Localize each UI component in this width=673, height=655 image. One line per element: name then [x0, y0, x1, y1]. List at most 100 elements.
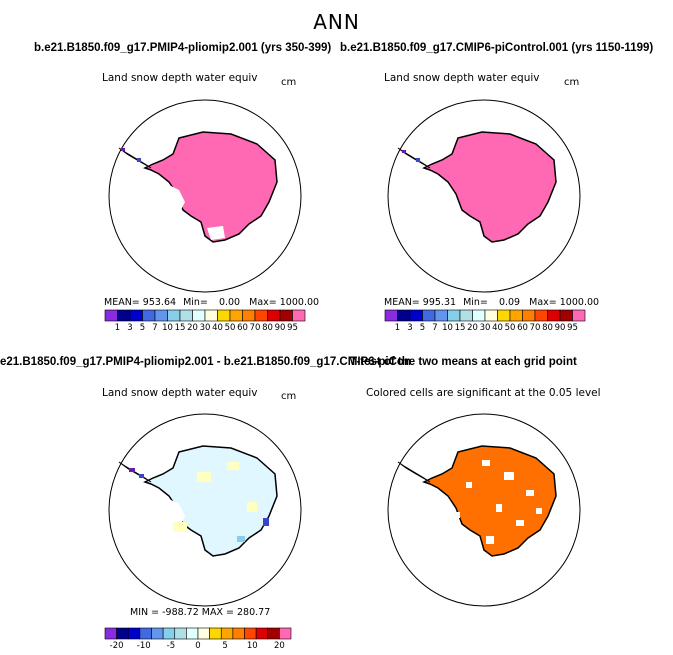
nonsig-cell [450, 512, 460, 518]
colorbar-swatch [384, 309, 398, 322]
max-label: Max= [249, 297, 277, 308]
colorbar-tick-label: 90 [554, 323, 566, 333]
colorbar-swatch [186, 627, 199, 640]
max-value: 1000.00 [559, 297, 600, 308]
coast-cell [121, 148, 125, 151]
colorbar-swatch [197, 627, 210, 640]
colorbar-swatch [232, 627, 245, 640]
colorbar-tick-label: 50 [504, 323, 516, 333]
colorbar-swatch [127, 627, 141, 640]
colorbar-tick-label: 3 [407, 323, 413, 333]
antarctica-land [422, 445, 557, 557]
antarctica-land [143, 445, 278, 557]
map-top-right [387, 99, 581, 293]
white-patch [207, 226, 225, 240]
mean-label: MEAN= [384, 297, 420, 308]
colorbar-tick-label: 40 [212, 323, 223, 333]
colorbar-top-left [104, 309, 306, 322]
nonsig-cell [516, 520, 524, 526]
colorbar-top-right [384, 309, 586, 322]
peninsula [397, 461, 431, 483]
colorbar-swatch [220, 627, 234, 640]
colorbar-tick-label: 5 [139, 323, 146, 333]
colorbar-swatch [174, 627, 187, 640]
colorbar-tick-label: 70 [529, 323, 541, 333]
colorbar-tick-label: 15 [174, 323, 186, 333]
nonsig-cell [536, 508, 542, 514]
colorbar-swatch [447, 309, 461, 322]
colorbar-swatch [242, 309, 256, 322]
colorbar-swatch [179, 309, 193, 322]
colorbar-tick-label: -20 [109, 641, 124, 651]
stats-top-left: MEAN= 953.64 Min= 0.00 Max= 1000.00 [104, 297, 319, 308]
colorbar-swatch [244, 627, 257, 640]
case-title-top-right: b.e21.B1850.f09_g17.CMIP6-piControl.001 … [340, 42, 654, 54]
colorbar-swatch [204, 309, 218, 322]
variable-label-bottom-left: Land snow depth water equiv [102, 387, 258, 399]
colorbar-swatch [151, 627, 164, 640]
nonsig-cell [526, 490, 534, 496]
colorbar-tick-label: 90 [274, 323, 286, 333]
colorbar-swatch [497, 309, 511, 322]
nonsig-cell [486, 536, 494, 544]
colorbar-tick-label: 30 [479, 323, 491, 333]
colorbar-swatch [117, 309, 131, 322]
colorbar-swatch [472, 309, 486, 322]
colorbar-tick-label: 60 [517, 323, 528, 333]
coast-cell [416, 158, 420, 162]
diff-cell [263, 518, 269, 526]
colorbar-tick-label: 20 [273, 641, 285, 651]
ross-sea-white [161, 498, 185, 524]
colorbar-tick-label: -5 [166, 641, 176, 651]
max-value: 1000.00 [279, 297, 320, 308]
colorbar-swatch [292, 309, 306, 322]
colorbar-tick-label: 60 [237, 323, 248, 333]
min-value: 0.09 [498, 297, 521, 308]
colorbar-swatch [279, 627, 292, 640]
colorbar-swatch [154, 309, 168, 322]
diff-cell [197, 472, 211, 482]
colorbar-swatch [572, 309, 586, 322]
min-label: Min= [463, 297, 488, 308]
unit-label-top-left: cm [281, 77, 297, 88]
diff-cell [237, 536, 245, 542]
colorbar-swatch [162, 627, 176, 640]
map-top-left [108, 99, 302, 293]
colorbar-labels-top-left: 1 3 5 7 10 15 20 30 40 50 60 70 80 90 95 [105, 323, 305, 335]
map-bottom-right [387, 413, 581, 607]
colorbar-tick-label: 20 [467, 323, 478, 333]
colorbar-tick-label: 10 [442, 323, 453, 333]
colorbar-swatch [104, 309, 118, 322]
colorbar-swatch [279, 309, 293, 322]
colorbar-swatch [129, 309, 143, 322]
min-value: 0.00 [218, 297, 241, 308]
colorbar-swatch [142, 309, 156, 322]
colorbar-swatch [192, 309, 206, 322]
colorbar-swatch [167, 309, 181, 322]
colorbar-labels-top-right: 1 3 5 7 10 15 20 30 40 50 60 70 80 90 95 [385, 323, 585, 335]
colorbar-swatch [217, 309, 231, 322]
colorbar-tick-label: 7 [432, 323, 438, 333]
mean-value: 995.31 [422, 297, 457, 308]
mean-label: MEAN= [104, 297, 140, 308]
variable-label-bottom-right: Colored cells are significant at the 0.0… [366, 387, 601, 399]
diff-cell [227, 462, 239, 470]
colorbar-swatch [484, 309, 498, 322]
unit-label-bottom-left: cm [281, 391, 297, 402]
colorbar-labels-bottom-left: -20 -10 -5 0 5 10 20 [105, 641, 291, 653]
antarctica-land [143, 131, 278, 243]
colorbar-tick-label: 30 [199, 323, 211, 333]
nonsig-cell [482, 460, 490, 466]
map-bottom-left [108, 413, 302, 607]
colorbar-tick-label: 70 [249, 323, 261, 333]
colorbar-tick-label: 80 [262, 323, 273, 333]
colorbar-tick-label: 40 [492, 323, 503, 333]
colorbar-swatch [534, 309, 548, 322]
colorbar-tick-label: 95 [287, 323, 298, 333]
min-label: Min= [183, 297, 208, 308]
coast-cell [137, 158, 141, 162]
colorbar-tick-label: 10 [162, 323, 173, 333]
colorbar-tick-label: 80 [542, 323, 553, 333]
colorbar-bottom-left [104, 627, 292, 640]
peninsula [397, 147, 431, 169]
